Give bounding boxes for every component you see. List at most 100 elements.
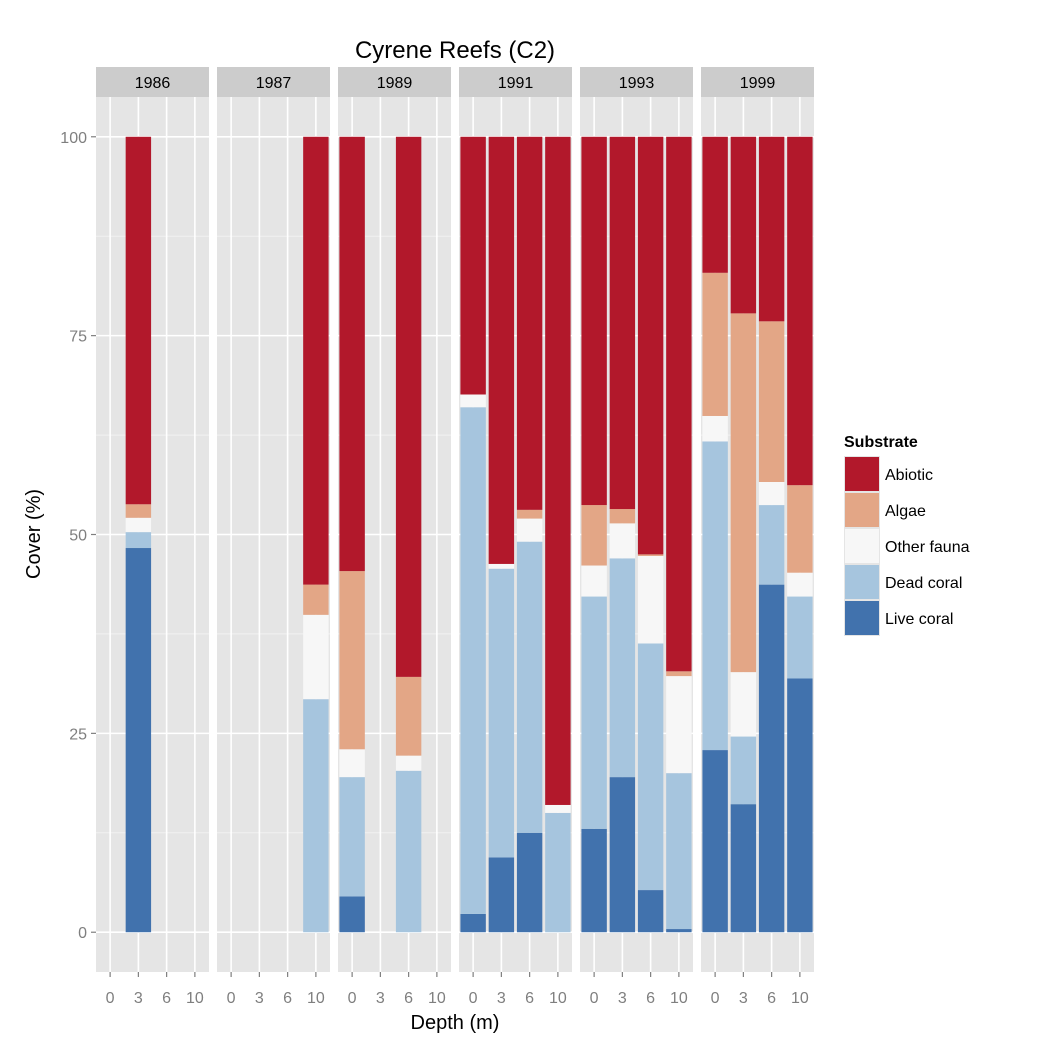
x-tick-label: 0 xyxy=(227,990,236,1007)
legend-swatch-other-fauna xyxy=(845,529,879,563)
facet-strip-label: 1993 xyxy=(619,75,655,92)
x-tick-label: 6 xyxy=(525,990,534,1007)
bar-segment-1991-10m-other-fauna xyxy=(545,804,571,813)
bar-segment-1999-6m-algae xyxy=(758,321,785,482)
bar-segment-1993-10m-dead-coral xyxy=(666,773,692,930)
bar-segment-1991-3m-other-fauna xyxy=(488,563,515,569)
legend-swatch-algae xyxy=(845,493,879,527)
bar-segment-1987-10m-abiotic xyxy=(303,136,329,585)
bar-segment-1991-3m-abiotic xyxy=(488,136,515,564)
x-tick-label: 10 xyxy=(549,990,567,1007)
bar-segment-1999-0m-other-fauna xyxy=(702,415,728,442)
bar-segment-1989-6m-algae xyxy=(395,676,422,756)
bar-segment-1999-0m-abiotic xyxy=(702,136,728,273)
legend-label: Live coral xyxy=(885,611,953,628)
bar-segment-1989-6m-dead-coral xyxy=(395,770,422,933)
y-tick-label: 100 xyxy=(60,130,87,147)
bar-segment-1987-10m-dead-coral xyxy=(303,699,329,933)
x-tick-label: 0 xyxy=(590,990,599,1007)
bar-segment-1986-3m-algae xyxy=(125,504,152,518)
facet-strips: 1986 1987 1989 1991 1993 1999 xyxy=(96,67,814,97)
bar-segment-1993-3m-other-fauna xyxy=(609,523,636,559)
x-tick-label: 6 xyxy=(404,990,413,1007)
bar-segment-1999-0m-dead-coral xyxy=(702,441,728,751)
facet-strip-label: 1999 xyxy=(740,75,776,92)
bar-segment-1989-6m-abiotic xyxy=(395,136,422,677)
bar-segment-1991-6m-dead-coral xyxy=(516,541,543,833)
x-tick-label: 3 xyxy=(618,990,627,1007)
bar-segment-1993-3m-live-coral xyxy=(609,777,636,933)
bar-segment-1999-6m-abiotic xyxy=(758,136,785,322)
x-tick-label: 6 xyxy=(162,990,171,1007)
bar-segment-1987-10m-algae xyxy=(303,584,329,615)
bar-segment-1993-10m-algae xyxy=(666,671,692,677)
bar-segment-1993-6m-live-coral xyxy=(637,890,664,933)
bar-segment-1993-10m-abiotic xyxy=(666,136,692,672)
bar-segment-1993-6m-other-fauna xyxy=(637,555,664,644)
facet-strip-label: 1987 xyxy=(256,75,292,92)
x-tick-label: 10 xyxy=(186,990,204,1007)
x-tick-label: 0 xyxy=(469,990,478,1007)
bar-segment-1991-0m-abiotic xyxy=(460,136,486,395)
facet-strip-1993 xyxy=(580,67,693,97)
x-tick-label: 10 xyxy=(791,990,809,1007)
bar-segment-1993-0m-abiotic xyxy=(581,136,607,506)
facet-strip-1989 xyxy=(338,67,451,97)
bar-segment-1993-3m-abiotic xyxy=(609,136,636,510)
bar-segment-1986-3m-live-coral xyxy=(125,548,152,933)
bar-segment-1999-6m-dead-coral xyxy=(758,505,785,585)
bar-segment-1999-3m-abiotic xyxy=(730,136,757,314)
facet-strip-1991 xyxy=(459,67,572,97)
x-tick-label: 10 xyxy=(307,990,325,1007)
bar-segment-1991-0m-dead-coral xyxy=(460,407,486,914)
facet-strip-1986 xyxy=(96,67,209,97)
y-tick-label: 75 xyxy=(69,329,87,346)
bar-marks xyxy=(125,136,813,933)
bar-segment-1999-3m-algae xyxy=(730,313,757,673)
bar-segment-1993-6m-abiotic xyxy=(637,136,664,555)
x-tick-label: 6 xyxy=(283,990,292,1007)
bar-segment-1989-6m-other-fauna xyxy=(395,755,422,771)
x-axis: 0 3 6 10 0 3 6 10 0 3 6 10 0 3 6 10 0 3 6 10 0 3 6 10 xyxy=(106,972,809,1007)
bar-segment-1999-0m-live-coral xyxy=(702,750,728,933)
bar-segment-1991-0m-other-fauna xyxy=(460,394,486,408)
y-tick-label: 0 xyxy=(78,925,87,942)
bar-segment-1999-3m-live-coral xyxy=(730,804,757,933)
bar-segment-1993-10m-live-coral xyxy=(666,929,692,933)
x-tick-label: 3 xyxy=(255,990,264,1007)
bar-segment-1991-10m-dead-coral xyxy=(545,812,571,933)
x-tick-label: 3 xyxy=(497,990,506,1007)
bar-segment-1991-10m-abiotic xyxy=(545,136,571,805)
bar-segment-1989-0m-abiotic xyxy=(339,136,365,572)
facet-strip-label: 1989 xyxy=(377,75,413,92)
bar-segment-1989-0m-other-fauna xyxy=(339,749,365,778)
x-tick-label: 3 xyxy=(134,990,143,1007)
y-axis: 0 25 50 75 100 xyxy=(60,130,96,942)
bar-segment-1991-0m-live-coral xyxy=(460,913,486,933)
facet-strip-1999 xyxy=(701,67,814,97)
x-tick-label: 6 xyxy=(767,990,776,1007)
bar-segment-1993-3m-algae xyxy=(609,509,636,524)
legend-swatch-live-coral xyxy=(845,601,879,635)
facet-strip-label: 1991 xyxy=(498,75,534,92)
bar-segment-1986-3m-other-fauna xyxy=(125,517,152,533)
bar-segment-1993-10m-other-fauna xyxy=(666,676,692,774)
bar-segment-1986-3m-abiotic xyxy=(125,136,152,505)
chart-title: Cyrene Reefs (C2) xyxy=(355,37,555,64)
x-axis-label: Depth (m) xyxy=(411,1012,500,1034)
bar-segment-1991-3m-dead-coral xyxy=(488,568,515,858)
bar-segment-1999-10m-abiotic xyxy=(787,136,813,486)
x-tick-label: 0 xyxy=(711,990,720,1007)
bar-segment-1999-3m-other-fauna xyxy=(730,672,757,737)
legend-swatch-dead-coral xyxy=(845,565,879,599)
bar-segment-1999-10m-algae xyxy=(787,485,813,573)
bar-segment-1989-0m-algae xyxy=(339,571,365,750)
x-tick-label: 10 xyxy=(670,990,688,1007)
bar-segment-1993-0m-dead-coral xyxy=(581,596,607,829)
bar-segment-1993-3m-dead-coral xyxy=(609,558,636,778)
bar-segment-1986-3m-dead-coral xyxy=(125,532,152,549)
bar-segment-1999-10m-other-fauna xyxy=(787,572,813,597)
bar-segment-1991-6m-live-coral xyxy=(516,832,543,933)
bar-segment-1993-0m-algae xyxy=(581,505,607,566)
